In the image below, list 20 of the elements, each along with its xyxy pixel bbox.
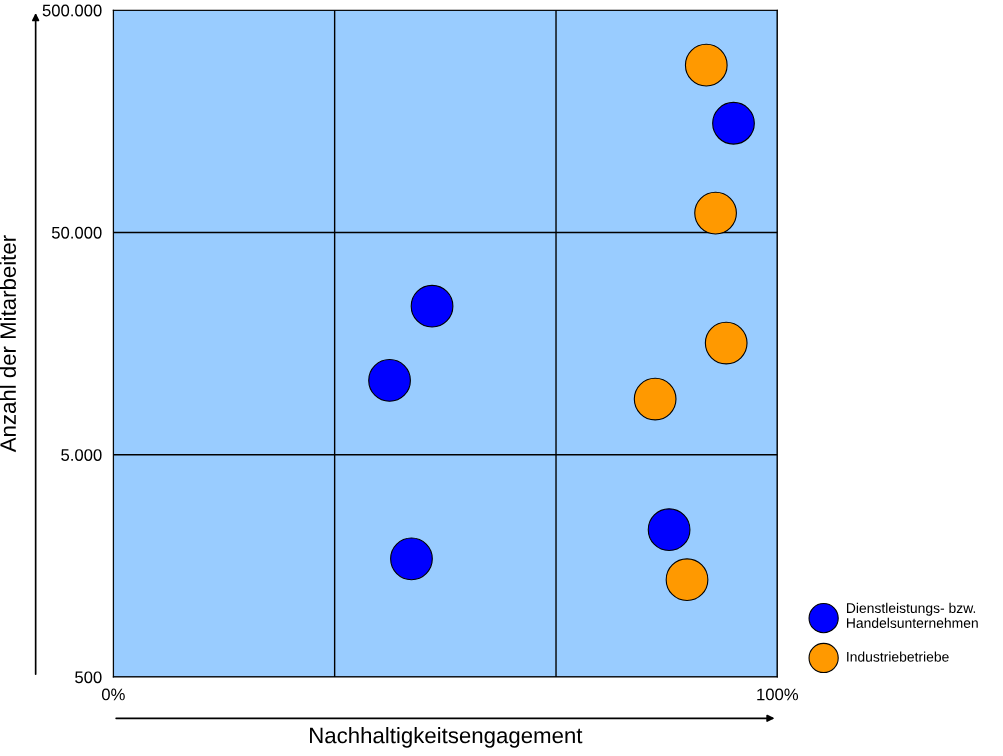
y-axis-title: Anzahl der Mitarbeiter: [0, 235, 16, 453]
point: [694, 191, 737, 235]
legend-label: Industriebetriebe: [847, 651, 949, 662]
legend-label: Dienstleistungs- bzw. Handelsunternehmen: [847, 602, 978, 628]
point: [712, 101, 755, 145]
point: [684, 43, 728, 87]
x-tick-label: 100%: [757, 688, 799, 701]
point: [704, 321, 748, 365]
y-tick-label: 500: [75, 671, 102, 684]
point: [390, 537, 433, 581]
point: [647, 508, 691, 552]
point: [368, 359, 411, 402]
y-tick-label: 5.000: [61, 449, 102, 461]
y-tick-label: 500.000: [42, 4, 102, 17]
point: [665, 558, 709, 602]
point: [633, 377, 677, 421]
x-tick-label: 0%: [101, 688, 125, 701]
x-axis-title: Nachhaltigkeitsengagement: [310, 727, 583, 748]
point: [410, 284, 454, 328]
y-tick-label: 50.000: [51, 226, 102, 239]
